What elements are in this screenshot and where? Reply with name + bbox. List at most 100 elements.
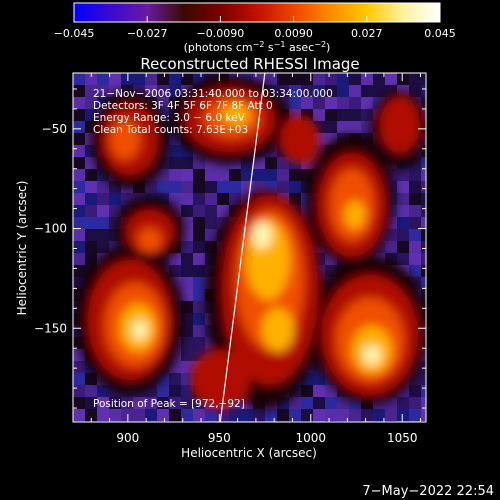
noise-cell: [85, 169, 98, 182]
noise-cell: [373, 73, 386, 86]
noise-cell: [193, 193, 206, 206]
noise-cell: [277, 421, 290, 422]
noise-cell: [145, 421, 158, 422]
info-line-counts: Clean Total counts: 7.63E+03: [93, 124, 248, 136]
noise-cell: [277, 85, 290, 98]
noise-cell: [97, 229, 110, 242]
noise-cell: [73, 169, 86, 182]
noise-cell: [265, 157, 278, 170]
noise-cell: [229, 409, 242, 422]
noise-cell: [85, 193, 98, 206]
noise-cell: [169, 397, 182, 410]
noise-cell: [337, 97, 350, 110]
noise-cell: [205, 181, 218, 194]
noise-cell: [73, 421, 86, 422]
noise-cell: [193, 205, 206, 218]
noise-cell: [181, 157, 194, 170]
noise-cell: [205, 193, 218, 206]
noise-cell: [301, 85, 314, 98]
noise-cell: [337, 421, 350, 422]
noise-cell: [277, 181, 290, 194]
noise-cell: [145, 409, 158, 422]
observation-info: 21−Nov−2006 03:31:40.000 to 03:34:00.000…: [93, 88, 333, 136]
noise-cell: [325, 109, 338, 122]
noise-cell: [169, 373, 182, 386]
noise-cell: [133, 397, 146, 410]
noise-cell: [97, 241, 110, 254]
noise-cell: [85, 229, 98, 242]
noise-cell: [193, 229, 206, 242]
noise-cell: [97, 205, 110, 218]
y-tick-label: −100: [34, 222, 67, 236]
noise-cell: [157, 421, 170, 422]
colorbar: [73, 2, 441, 23]
colorbar-tick-label: 0.045: [424, 27, 456, 40]
noise-cell: [73, 217, 86, 230]
noise-cell: [217, 181, 230, 194]
noise-cell: [361, 97, 374, 110]
noise-cell: [205, 217, 218, 230]
noise-cell: [73, 409, 86, 422]
noise-cell: [313, 409, 326, 422]
noise-cell: [277, 73, 290, 86]
noise-cell: [349, 85, 362, 98]
noise-cell: [181, 349, 194, 362]
noise-cell: [313, 385, 326, 398]
noise-cell: [349, 121, 362, 134]
noise-cell: [361, 85, 374, 98]
map-emission: [75, 75, 426, 410]
noise-cell: [193, 313, 206, 326]
noise-cell: [145, 85, 158, 98]
noise-cell: [409, 181, 422, 194]
noise-cell: [73, 145, 86, 158]
noise-cell: [301, 73, 314, 86]
noise-cell: [385, 409, 398, 422]
noise-cell: [85, 397, 98, 410]
noise-cell: [361, 73, 374, 86]
noise-cell: [289, 73, 302, 86]
noise-cell: [409, 217, 422, 230]
noise-cell: [289, 85, 302, 98]
noise-cell: [325, 73, 338, 86]
noise-cell: [85, 181, 98, 194]
noise-cell: [277, 157, 290, 170]
noise-cell: [73, 253, 86, 266]
noise-cell: [265, 169, 278, 182]
noise-cell: [157, 97, 170, 110]
noise-cell: [157, 181, 170, 194]
noise-cell: [169, 145, 182, 158]
noise-cell: [421, 265, 426, 278]
noise-cell: [421, 181, 426, 194]
noise-cell: [325, 121, 338, 134]
noise-cell: [181, 265, 194, 278]
noise-cell: [73, 265, 86, 278]
noise-cell: [385, 241, 398, 254]
noise-cell: [265, 421, 278, 422]
noise-cell: [325, 409, 338, 422]
limb-line: [219, 73, 266, 422]
noise-cell: [97, 409, 110, 422]
noise-cell: [73, 109, 86, 122]
noise-cell: [421, 169, 426, 182]
noise-cell: [397, 205, 410, 218]
noise-cell: [289, 97, 302, 110]
noise-cell: [205, 205, 218, 218]
noise-cell: [181, 277, 194, 290]
noise-cell: [361, 109, 374, 122]
noise-cell: [421, 421, 426, 422]
noise-cell: [241, 181, 254, 194]
noise-cell: [421, 73, 426, 86]
noise-cell: [145, 73, 158, 86]
noise-cell: [301, 97, 314, 110]
noise-cell: [193, 157, 206, 170]
noise-cell: [121, 73, 134, 86]
noise-cell: [85, 385, 98, 398]
noise-cell: [349, 109, 362, 122]
noise-cell: [385, 73, 398, 86]
noise-cell: [289, 181, 302, 194]
noise-cell: [313, 85, 326, 98]
noise-cell: [73, 193, 86, 206]
colorbar-ticks: [73, 16, 441, 22]
noise-cell: [73, 385, 86, 398]
